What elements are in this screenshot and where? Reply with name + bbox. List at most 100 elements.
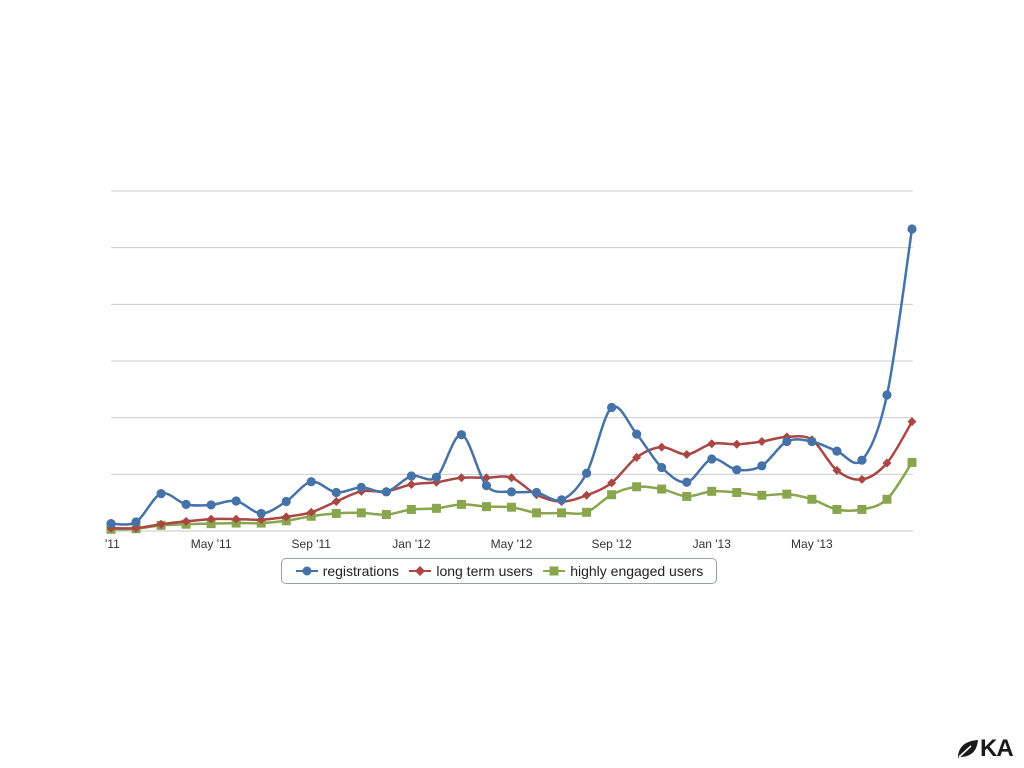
data-point[interactable]: [882, 390, 892, 400]
data-point[interactable]: [832, 446, 842, 456]
data-point[interactable]: [206, 500, 216, 510]
data-point[interactable]: [732, 465, 742, 475]
data-point[interactable]: [131, 517, 141, 527]
legend-item-long-term-users[interactable]: long term users: [408, 563, 533, 579]
data-point[interactable]: [682, 477, 692, 487]
data-point[interactable]: [356, 508, 366, 518]
data-point[interactable]: [507, 502, 516, 512]
series-layer: [106, 224, 917, 534]
data-point[interactable]: [456, 430, 467, 440]
data-point[interactable]: [532, 508, 542, 518]
data-point[interactable]: [782, 436, 792, 447]
data-point[interactable]: [682, 450, 692, 459]
data-point[interactable]: [581, 468, 592, 478]
data-point[interactable]: [156, 519, 166, 529]
data-point[interactable]: [531, 487, 542, 498]
data-point[interactable]: [757, 490, 767, 500]
data-point[interactable]: [106, 519, 116, 529]
data-point[interactable]: [907, 457, 917, 467]
data-point[interactable]: [882, 494, 892, 504]
x-tick-label: May '11: [191, 537, 232, 551]
data-point[interactable]: [506, 487, 517, 497]
data-point[interactable]: [857, 455, 867, 465]
legend-square-marker-icon: [543, 566, 566, 576]
data-point[interactable]: [206, 514, 216, 524]
data-point[interactable]: [456, 473, 466, 483]
data-point[interactable]: [156, 489, 166, 499]
data-point[interactable]: [481, 502, 491, 512]
data-point[interactable]: [757, 436, 767, 446]
data-point[interactable]: [181, 516, 191, 526]
data-point[interactable]: [381, 510, 391, 520]
legend: registrations long term users highly eng…: [281, 558, 717, 584]
data-point[interactable]: [607, 478, 617, 488]
data-point[interactable]: [406, 504, 416, 514]
data-point[interactable]: [256, 508, 266, 519]
data-point[interactable]: [857, 504, 867, 514]
data-point[interactable]: [306, 477, 316, 487]
data-point[interactable]: [782, 489, 792, 499]
data-point[interactable]: [732, 439, 742, 449]
data-point[interactable]: [657, 462, 667, 473]
data-point[interactable]: [481, 481, 492, 491]
data-point[interactable]: [607, 402, 617, 413]
legend-label: registrations: [322, 563, 399, 579]
leaf-icon: [958, 740, 978, 758]
data-point[interactable]: [807, 436, 817, 447]
series-long-term-users: [106, 417, 917, 533]
data-point[interactable]: [607, 490, 617, 500]
data-point[interactable]: [306, 507, 316, 517]
data-point[interactable]: [832, 504, 842, 514]
data-point[interactable]: [582, 490, 592, 500]
data-point[interactable]: [406, 480, 416, 490]
data-point[interactable]: [657, 442, 667, 452]
x-axis-labels: '11 May '11 Sep '11 Jan '12 May '12 Sep '12 Ja…: [105, 537, 833, 551]
data-point[interactable]: [431, 503, 441, 513]
legend-item-registrations[interactable]: registrations: [295, 563, 399, 579]
legend-item-highly-engaged-users[interactable]: highly engaged users: [542, 563, 703, 579]
data-point[interactable]: [832, 465, 842, 475]
data-point[interactable]: [331, 497, 341, 507]
data-point[interactable]: [682, 491, 692, 501]
data-point[interactable]: [632, 452, 642, 462]
data-point[interactable]: [707, 454, 717, 464]
ka-logo: KA: [956, 735, 1018, 762]
data-point[interactable]: [431, 472, 442, 482]
data-point[interactable]: [281, 512, 291, 522]
data-point[interactable]: [807, 494, 817, 504]
data-point[interactable]: [632, 482, 642, 492]
data-point[interactable]: [231, 514, 241, 524]
data-point[interactable]: [381, 487, 391, 497]
data-point[interactable]: [657, 484, 667, 494]
data-point[interactable]: [231, 496, 241, 506]
x-tick-label: Sep '11: [292, 537, 332, 551]
data-point[interactable]: [557, 508, 567, 518]
data-point[interactable]: [757, 461, 767, 471]
data-point[interactable]: [331, 508, 341, 518]
data-point[interactable]: [707, 439, 717, 449]
data-point[interactable]: [556, 495, 567, 505]
data-point[interactable]: [582, 507, 592, 517]
grid-lines: [111, 190, 913, 532]
data-point[interactable]: [907, 417, 917, 427]
data-point[interactable]: [356, 482, 366, 492]
data-point[interactable]: [181, 499, 191, 509]
data-point[interactable]: [907, 224, 917, 234]
data-point[interactable]: [732, 487, 742, 497]
x-tick-label: Jan '12: [392, 537, 431, 551]
data-point[interactable]: [281, 496, 291, 507]
legend-label: long term users: [436, 563, 533, 579]
data-point[interactable]: [707, 486, 717, 496]
data-point[interactable]: [632, 429, 642, 439]
data-point[interactable]: [406, 471, 416, 481]
data-point[interactable]: [206, 519, 216, 529]
data-point[interactable]: [456, 499, 466, 509]
data-point[interactable]: [331, 487, 341, 498]
data-point[interactable]: [882, 458, 892, 468]
x-tick-label: Jan '13: [693, 537, 732, 551]
data-point[interactable]: [507, 473, 516, 483]
series-registrations: [106, 224, 917, 529]
data-point[interactable]: [857, 474, 867, 484]
x-tick-label: '11: [105, 537, 120, 551]
